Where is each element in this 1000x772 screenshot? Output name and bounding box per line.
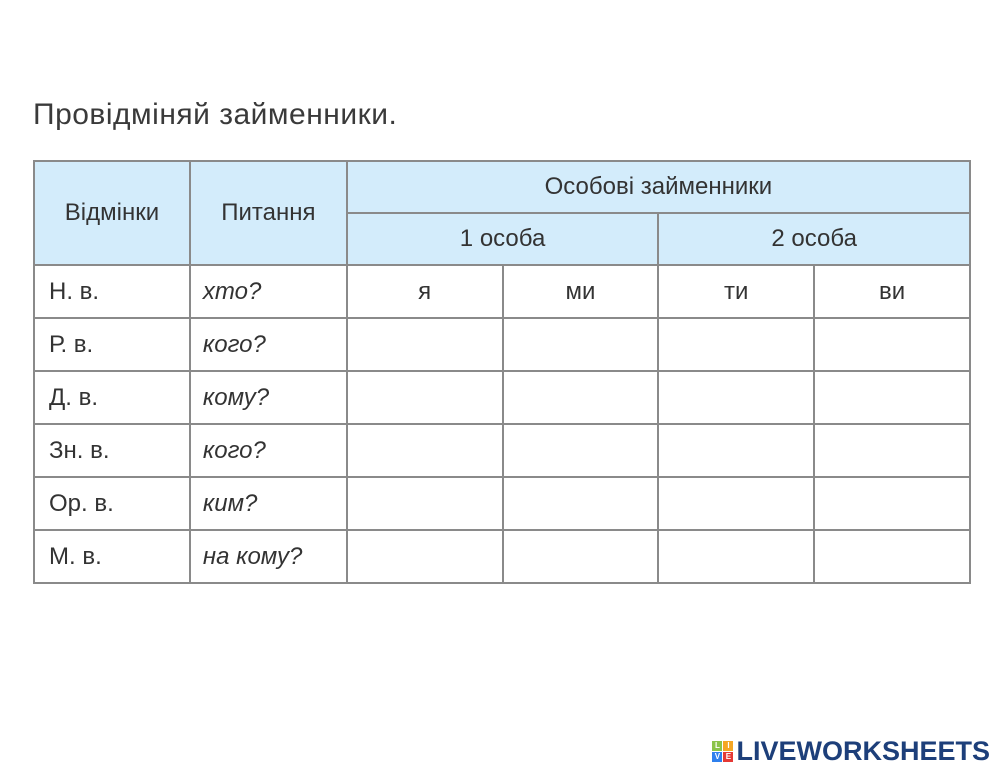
pronoun-cell: ми (501, 264, 660, 319)
answer-cell (501, 370, 660, 425)
answer-input[interactable] (815, 319, 969, 370)
answer-input[interactable] (659, 478, 814, 529)
answer-cell (345, 317, 504, 372)
answer-cell (813, 529, 971, 584)
table-row: Зн. в. кого? (33, 423, 971, 478)
answer-input[interactable] (503, 478, 658, 529)
answer-cell (501, 476, 660, 531)
table-row: Ор. в. ким? (33, 476, 971, 531)
answer-cell (345, 476, 504, 531)
header-personal-pronouns: Особові займенники (345, 160, 972, 214)
answer-input[interactable] (347, 425, 502, 476)
header-first-person: 1 особа (345, 212, 660, 266)
answer-cell (345, 529, 504, 584)
answer-cell (813, 317, 971, 372)
answer-cell (657, 423, 816, 478)
header-questions: Питання (188, 160, 348, 266)
table-row: М. в. на кому? (33, 529, 971, 584)
case-name: Д. в. (33, 370, 191, 425)
case-name: Р. в. (33, 317, 191, 372)
answer-cell (813, 370, 971, 425)
answer-input[interactable] (503, 425, 658, 476)
answer-cell (345, 370, 504, 425)
answer-input[interactable] (659, 372, 814, 423)
case-name: Зн. в. (33, 423, 191, 478)
answer-input[interactable] (503, 372, 658, 423)
answer-cell (501, 317, 660, 372)
case-question: кого? (188, 317, 348, 372)
answer-cell (345, 423, 504, 478)
pronoun-table: Відмінки Питання Особові займенники 1 ос… (33, 160, 972, 584)
logo-text: LIVEWORKSHEETS (736, 736, 990, 766)
case-question: ким? (188, 476, 348, 531)
case-name: М. в. (33, 529, 191, 584)
answer-input[interactable] (347, 531, 502, 582)
case-name: Н. в. (33, 264, 191, 319)
table-row: Д. в. кому? (33, 370, 971, 425)
answer-cell (657, 529, 816, 584)
header-cases: Відмінки (33, 160, 191, 266)
case-question: хто? (188, 264, 348, 319)
answer-cell (813, 423, 971, 478)
pronoun-cell: я (345, 264, 504, 319)
case-question: кому? (188, 370, 348, 425)
table-row: Н. в. хто? я ми ти ви (33, 264, 971, 319)
answer-input[interactable] (347, 319, 502, 370)
answer-input[interactable] (347, 478, 502, 529)
answer-input[interactable] (815, 372, 969, 423)
exercise-title: Провідміняй займенники. (33, 98, 398, 131)
answer-input[interactable] (503, 319, 658, 370)
answer-cell (813, 476, 971, 531)
answer-input[interactable] (347, 372, 502, 423)
answer-input[interactable] (815, 478, 969, 529)
answer-cell (657, 476, 816, 531)
answer-cell (501, 423, 660, 478)
pronoun-cell: ти (657, 264, 816, 319)
answer-input[interactable] (815, 531, 969, 582)
header-second-person: 2 особа (657, 212, 971, 266)
answer-cell (501, 529, 660, 584)
case-question: на кому? (188, 529, 348, 584)
answer-input[interactable] (503, 531, 658, 582)
answer-input[interactable] (659, 531, 814, 582)
pronoun-cell: ви (813, 264, 971, 319)
answer-cell (657, 317, 816, 372)
answer-cell (657, 370, 816, 425)
case-name: Ор. в. (33, 476, 191, 531)
answer-input[interactable] (815, 425, 969, 476)
answer-input[interactable] (659, 425, 814, 476)
table-row: Р. в. кого? (33, 317, 971, 372)
answer-input[interactable] (659, 319, 814, 370)
case-question: кого? (188, 423, 348, 478)
